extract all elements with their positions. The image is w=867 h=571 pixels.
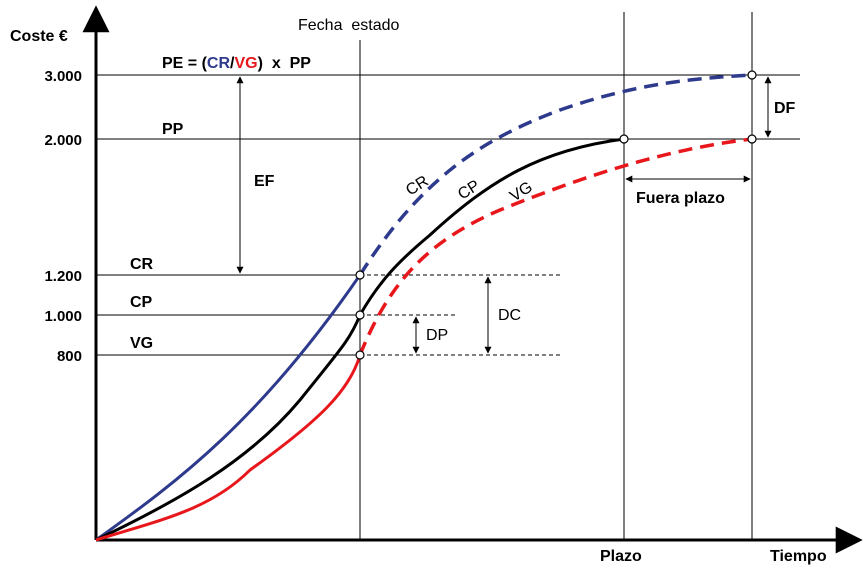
formula-prefix: PE = ( <box>162 55 208 72</box>
formula-cr: CR <box>207 55 231 72</box>
vg-curve-dashed <box>358 137 753 356</box>
y-tick-800: 800 <box>57 348 82 365</box>
dp-label: DP <box>426 327 448 344</box>
pp-label: PP <box>162 121 184 138</box>
point-vg-end <box>747 134 757 144</box>
dc-label: DC <box>498 307 521 324</box>
y-tick-1200: 1.200 <box>44 268 82 285</box>
formula: PE = (CR/VG) x PP <box>162 55 311 72</box>
cr-curve-solid <box>95 274 362 542</box>
vg-curve-solid <box>95 354 362 542</box>
curve-label-vg: VG <box>507 179 536 206</box>
y-axis-label: Coste € <box>10 28 68 45</box>
y-tick-3000: 3.000 <box>44 68 82 85</box>
point-cp-status <box>355 310 365 320</box>
point-cr-status <box>355 270 365 280</box>
formula-vg: VG <box>234 55 257 72</box>
out-of-time-label: Fuera plazo <box>636 190 725 207</box>
df-label: DF <box>774 100 796 117</box>
curve-label-cp: CP <box>455 177 483 203</box>
level-label-cp: CP <box>130 294 153 311</box>
ef-label: EF <box>254 173 275 190</box>
deadline-label: Plazo <box>600 548 642 565</box>
curve-label-cr: CR <box>403 173 432 200</box>
x-axis-label: Tiempo <box>770 548 827 565</box>
point-vg-status <box>355 350 365 360</box>
level-label-cr: CR <box>130 256 154 273</box>
point-cr-end <box>747 70 757 80</box>
cr-curve-dashed <box>358 73 753 276</box>
y-tick-2000: 2.000 <box>44 132 82 149</box>
formula-suffix: ) x PP <box>258 55 312 72</box>
level-label-vg: VG <box>130 335 153 352</box>
y-tick-1000: 1.000 <box>44 308 82 325</box>
status-date-label: Fecha estado <box>298 17 400 34</box>
point-cp-end <box>619 134 629 144</box>
formula-slash: / <box>230 55 235 72</box>
